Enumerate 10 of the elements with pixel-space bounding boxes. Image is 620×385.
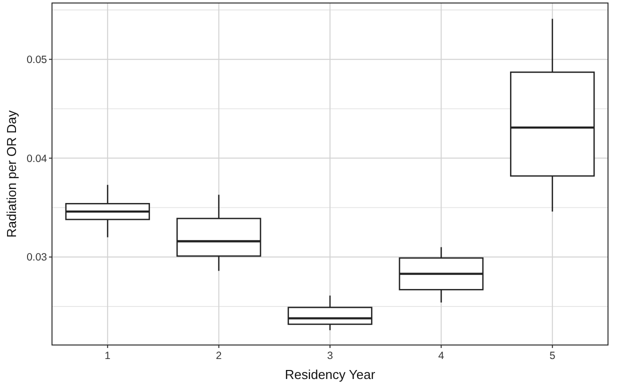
- x-tick-label: 2: [216, 350, 222, 362]
- x-tick-label: 5: [549, 350, 556, 362]
- x-tick-label: 4: [438, 350, 444, 362]
- y-tick-label: 0.03: [26, 252, 48, 264]
- x-axis-title: Residency Year: [284, 367, 376, 382]
- y-tick-label: 0.05: [26, 54, 48, 66]
- y-axis-title: Radiation per OR Day: [4, 110, 19, 238]
- x-tick-label: 1: [104, 350, 111, 362]
- x-tick-label: 3: [327, 350, 334, 362]
- y-tick-label: 0.04: [26, 152, 48, 165]
